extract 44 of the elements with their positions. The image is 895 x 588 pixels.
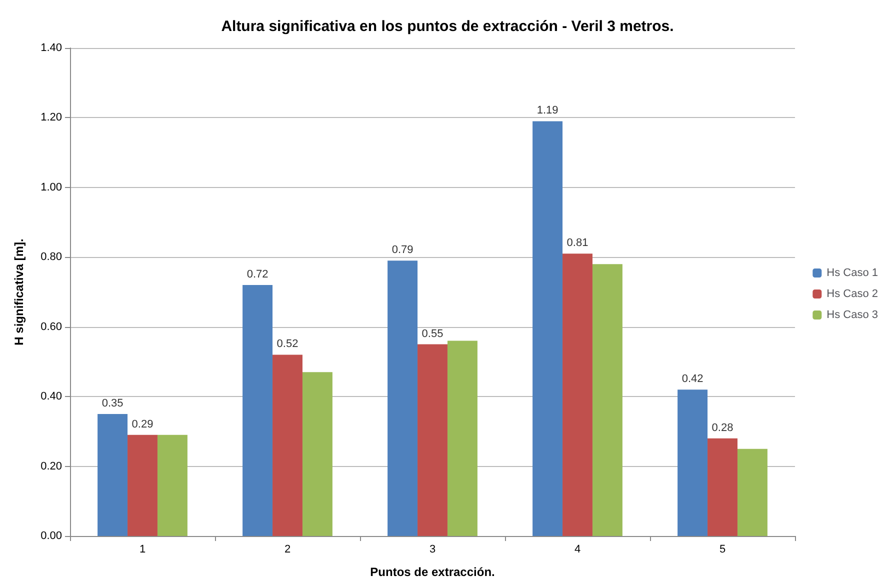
bar (128, 434, 158, 536)
y-tick-label: 1.20 (40, 112, 62, 124)
bar (157, 434, 188, 536)
y-tick-label: 1.40 (40, 42, 62, 54)
y-tick-label: 0.40 (40, 390, 62, 403)
legend-label: Hs Caso 1 (826, 267, 878, 279)
bar (592, 264, 622, 536)
x-tick-label: 5 (719, 544, 726, 556)
y-tick-label: 0.20 (40, 460, 62, 472)
y-axis-title: H significativa [m]. (12, 238, 26, 346)
x-tick-label: 1 (139, 544, 146, 556)
data-label: 0.35 (102, 398, 124, 410)
bar (532, 121, 563, 536)
data-label: 0.81 (566, 237, 588, 250)
bar (98, 414, 128, 536)
bar (737, 448, 768, 536)
x-tick-label: 3 (429, 544, 436, 556)
data-label: 0.28 (712, 422, 734, 434)
y-tick-label: 0.60 (40, 320, 62, 333)
data-label: 0.79 (392, 244, 414, 256)
bar (242, 285, 273, 536)
data-label: 1.19 (536, 104, 558, 117)
bar (562, 254, 592, 536)
data-label: 0.52 (276, 338, 298, 350)
chart-title: Altura significativa en los puntos de extracción - Veril 3 metros. (221, 18, 674, 35)
y-tick-label: 0.00 (40, 530, 62, 542)
x-axis-title: Puntos de extracción. (370, 565, 495, 579)
data-label: 0.55 (422, 328, 444, 340)
data-label: 0.42 (682, 373, 704, 386)
data-label: 0.29 (132, 418, 154, 430)
x-tick-label: 4 (574, 544, 581, 556)
bar (272, 354, 302, 536)
bar (302, 372, 332, 536)
legend-label: Hs Caso 2 (826, 288, 878, 300)
x-tick-label: 2 (284, 544, 291, 556)
bar (708, 438, 738, 536)
y-tick-label: 0.80 (40, 251, 62, 264)
data-label: 0.72 (246, 268, 268, 281)
y-tick-label: 1.00 (40, 181, 62, 194)
bar (388, 260, 418, 536)
legend-label: Hs Caso 3 (826, 309, 878, 321)
bar (418, 344, 448, 536)
bar (678, 390, 708, 536)
bar (447, 340, 478, 536)
